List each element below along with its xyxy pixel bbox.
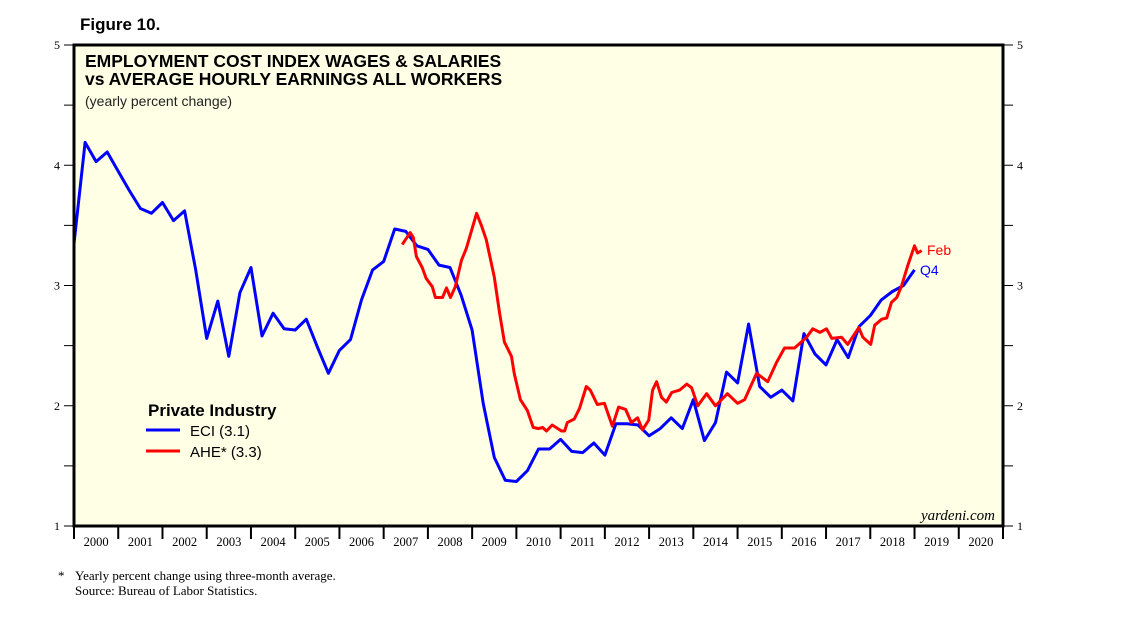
y-tick-label-left: 1 [54, 519, 60, 533]
x-tick-label: 2007 [393, 535, 418, 549]
x-tick-label: 2002 [172, 535, 197, 549]
watermark: yardeni.com [919, 508, 995, 524]
y-tick-label-left: 2 [54, 399, 60, 413]
y-tick-label-left: 4 [54, 158, 60, 172]
legend-label-eci: ECI (3.1) [190, 423, 250, 440]
y-tick-label-left: 5 [54, 38, 60, 52]
x-tick-label: 2017 [836, 535, 861, 549]
y-tick-label-right: 1 [1017, 519, 1023, 533]
x-tick-label: 2004 [261, 535, 287, 549]
series-line-eci [72, 140, 916, 483]
x-tick-label: 2020 [968, 535, 993, 549]
y-tick-label-right: 4 [1017, 158, 1023, 172]
eci-end-label: Q4 [920, 262, 939, 278]
x-tick-label: 2000 [84, 535, 109, 549]
legend-title: Private Industry [148, 401, 277, 420]
x-tick-label: 2019 [924, 535, 949, 549]
footnote-asterisk: * [58, 568, 65, 583]
x-tick-label: 2015 [747, 535, 772, 549]
plot-frame [72, 43, 1005, 528]
figure-label: Figure 10. [80, 15, 160, 34]
x-tick-label: 2006 [349, 535, 374, 549]
plot-area [74, 45, 1003, 526]
x-tick-label: 2018 [880, 535, 905, 549]
x-tick-label: 2012 [614, 535, 639, 549]
y-tick-label-right: 3 [1017, 279, 1023, 293]
x-axis: 2000 2001 2002 2003 2004 2005 2006 2007 2008 2009… [73, 526, 1004, 549]
footnote-note: Yearly percent change using three-month … [75, 568, 336, 583]
chart-subtitle: vs AVERAGE HOURLY EARNINGS ALL WORKERS [85, 69, 502, 89]
y-tick-label-left: 3 [54, 279, 60, 293]
x-tick-label: 2005 [305, 535, 330, 549]
units-note: (yearly percent change) [85, 93, 232, 109]
x-tick-label: 2003 [216, 535, 241, 549]
x-tick-label: 2014 [703, 535, 729, 549]
legend: Private Industry ECI (3.1) AHE* (3.3) [146, 401, 277, 461]
series-line-ahe [400, 211, 923, 433]
chart-title: EMPLOYMENT COST INDEX WAGES & SALARIES [85, 51, 501, 71]
x-tick-label: 2001 [128, 535, 153, 549]
x-tick-label: 2009 [482, 535, 507, 549]
legend-label-ahe: AHE* (3.3) [190, 444, 262, 461]
ahe-end-label: Feb [927, 242, 951, 258]
series-lines [72, 140, 923, 483]
x-tick-label: 2010 [526, 535, 551, 549]
y-axis: 1 1 2 2 3 3 4 4 5 5 [54, 38, 1023, 533]
x-tick-label: 2011 [570, 535, 595, 549]
x-tick-label: 2013 [659, 535, 684, 549]
footnote-source: Source: Bureau of Labor Statistics. [75, 583, 257, 598]
x-tick-label: 2008 [438, 535, 463, 549]
y-tick-label-right: 5 [1017, 38, 1023, 52]
x-tick-label: 2016 [791, 535, 816, 549]
y-tick-label-right: 2 [1017, 399, 1023, 413]
